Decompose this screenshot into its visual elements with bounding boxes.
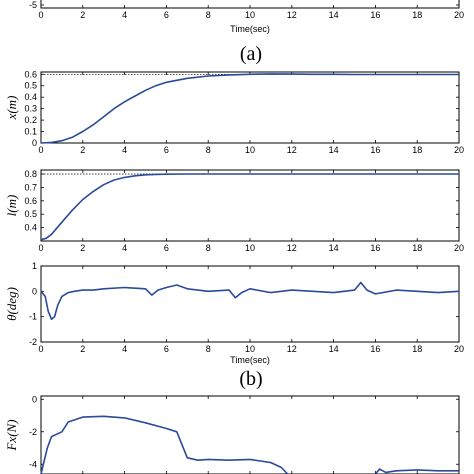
x-tick-label: 2 [80,243,85,253]
series-line [40,173,459,241]
y-axis-label: l(m) [4,195,19,217]
x-tick-label: 8 [206,344,211,354]
x-tick-label: 6 [164,344,169,354]
x-tick-label: 20 [454,145,464,155]
panel-rope-length: 0 2 4 6 8 10 12 14 16 18 20 0.4 0.5 0.6 0.7 0.8 l(m) [4,169,464,253]
y-tick-label: -1 [29,312,37,322]
y-axis-label: θ(deg) [4,287,19,321]
x-tick-label: 2 [80,344,85,354]
caption-a: (a) [240,43,262,65]
x-tick-label: 12 [287,243,297,253]
x-tick-label: 6 [164,243,169,253]
series-line [40,281,460,321]
series-line [40,415,289,474]
x-axis-label: Time(sec) [230,355,270,365]
x-tick-label: 0 [38,145,43,155]
x-tick-label: 14 [329,145,339,155]
y-tick-label: 0.7 [24,182,37,192]
y-tick-label: 1 [32,261,37,271]
x-tick-label: 20 [454,344,464,354]
x-axis-label: Time(sec) [230,24,270,34]
plot-frame [40,395,460,474]
x-tick-label: 0 [38,10,43,20]
x-tick-label: 2 [80,10,85,20]
x-tick-label: 10 [245,344,255,354]
y-tick-label: 0.2 [24,115,37,125]
x-tick-label: 20 [454,243,464,253]
y-tick-label: 0.5 [24,209,37,219]
x-tick-label: 16 [370,145,380,155]
x-tick-label: 8 [206,10,211,20]
x-tick-label: 18 [412,344,422,354]
x-tick-label: 16 [370,10,380,20]
x-tick-label: 16 [370,344,380,354]
x-tick-label: 4 [122,145,127,155]
x-tick-label: 10 [245,243,255,253]
y-tick-label: -2 [29,337,37,347]
x-tick-label: 20 [454,10,464,20]
y-axis-label: x(m) [4,96,19,121]
x-tick-label: 4 [122,344,127,354]
x-tick-label: 4 [122,243,127,253]
x-tick-label: 12 [287,10,297,20]
y-tick-label: 0.3 [24,104,37,114]
y-tick-label: 0.4 [24,223,37,233]
panel-top: 0 2 4 6 8 10 12 14 16 18 20 -5 Time(sec) [29,0,464,34]
y-tick-label: 0.6 [24,196,37,206]
plot-frame [40,265,460,343]
y-tick-label: -5 [29,0,37,10]
x-tick-label: 6 [164,10,169,20]
x-tick-label: 0 [38,344,43,354]
y-tick-label: 0.5 [24,81,37,91]
x-tick-label: 6 [164,145,169,155]
y-tick-label: 0.4 [24,92,37,102]
x-tick-label: 18 [412,243,422,253]
x-tick-label: 18 [412,10,422,20]
panel-swing-angle: 0 2 4 6 8 10 12 14 16 18 20 -2 -1 0 1 Time(sec) θ(deg) [4,261,464,365]
caption-b: (b) [239,368,262,390]
x-tick-label: 8 [206,243,211,253]
x-tick-label: 12 [287,344,297,354]
x-tick-label: 10 [245,10,255,20]
y-axis-label: Fx(N) [4,419,19,451]
series-line [374,468,459,474]
x-tick-label: 8 [206,145,211,155]
y-tick-label: 0.6 [24,69,37,79]
x-tick-label: 18 [412,145,422,155]
x-tick-label: 14 [329,10,339,20]
plot-frame [40,169,460,242]
x-tick-label: 10 [245,145,255,155]
panel-force-x: -4 -2 0 Fx(N) [4,394,460,474]
y-tick-label: 0.1 [24,127,37,137]
x-tick-label: 4 [122,10,127,20]
plot-frame [40,71,460,144]
x-tick-label: 0 [38,243,43,253]
y-tick-label: -2 [29,427,37,437]
series-line [40,73,459,144]
x-tick-label: 14 [329,344,339,354]
y-tick-label: -4 [29,459,37,469]
x-tick-label: 12 [287,145,297,155]
y-tick-label: 0.8 [24,169,37,179]
panel-x-position: 0 2 4 6 8 10 12 14 16 18 20 00.1 0.20.3 0.40.5 0.6 x(m) [4,69,464,155]
x-tick-label: 14 [329,243,339,253]
y-tick-label: 0 [32,286,37,296]
y-tick-label: 0 [32,138,37,148]
y-tick-label: 0 [32,394,37,404]
x-tick-label: 2 [80,145,85,155]
x-tick-label: 16 [370,243,380,253]
